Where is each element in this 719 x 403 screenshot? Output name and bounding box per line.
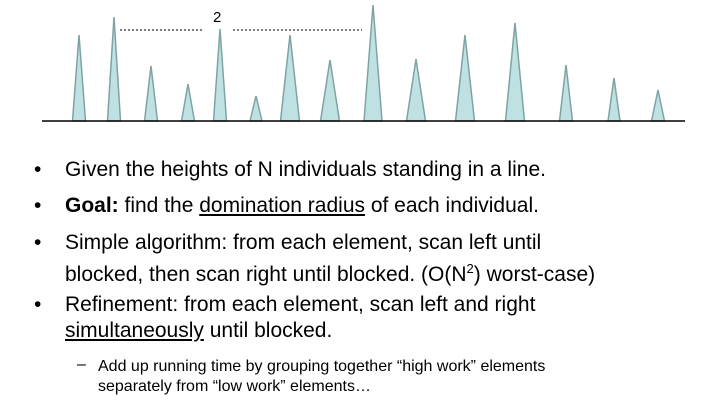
bullet-dot: • bbox=[34, 231, 42, 254]
bullet-2: Goal: find the domination radius of each… bbox=[65, 193, 539, 218]
sub-bullet-line-1: Add up running time by grouping together… bbox=[98, 358, 546, 375]
bullet-dot: • bbox=[34, 158, 42, 181]
individual-spike bbox=[650, 89, 666, 122]
text: of each individual. bbox=[365, 194, 539, 217]
individual-spike bbox=[504, 22, 526, 122]
individual-spike bbox=[71, 34, 87, 122]
individual-spike bbox=[106, 16, 122, 122]
bullet-3-line-1: Simple algorithm: from each element, sca… bbox=[65, 231, 542, 254]
individual-spike bbox=[279, 34, 301, 122]
exponent: 2 bbox=[466, 261, 474, 276]
individual-spike bbox=[405, 58, 427, 122]
individual-spike bbox=[319, 59, 341, 122]
bullet-4-line-2: simultaneously until blocked. bbox=[65, 318, 332, 343]
radius-label: 2 bbox=[213, 9, 221, 26]
bullet-1: Given the heights of N individuals stand… bbox=[65, 158, 546, 181]
domination-radius-term: domination radius bbox=[199, 194, 365, 217]
bullet-4-line-1: Refinement: from each element, scan left… bbox=[65, 293, 536, 316]
individual-spike bbox=[363, 4, 383, 122]
individual-spike bbox=[249, 95, 263, 122]
text: blocked, then scan right until blocked. … bbox=[65, 263, 467, 286]
goal-label: Goal: bbox=[65, 194, 119, 217]
individual-spike bbox=[143, 65, 159, 122]
individual-spike bbox=[454, 34, 476, 122]
sub-bullet-dash: – bbox=[77, 356, 86, 373]
bullet-dot: • bbox=[34, 194, 42, 217]
individual-spike bbox=[212, 28, 228, 122]
individual-spike bbox=[558, 64, 574, 122]
bullet-3-line-2: blocked, then scan right until blocked. … bbox=[65, 256, 595, 287]
sub-bullet-line-2: separately from “low work” elements… bbox=[98, 378, 371, 395]
text: until blocked. bbox=[203, 319, 333, 342]
text: find the bbox=[118, 194, 200, 217]
individual-spike bbox=[180, 83, 196, 122]
text: ) worst-case) bbox=[473, 263, 596, 286]
bullet-dot: • bbox=[34, 293, 42, 316]
simultaneously-term: simultaneously bbox=[65, 319, 204, 342]
heights-diagram: 2 bbox=[42, 4, 685, 122]
individual-spike bbox=[607, 77, 621, 122]
